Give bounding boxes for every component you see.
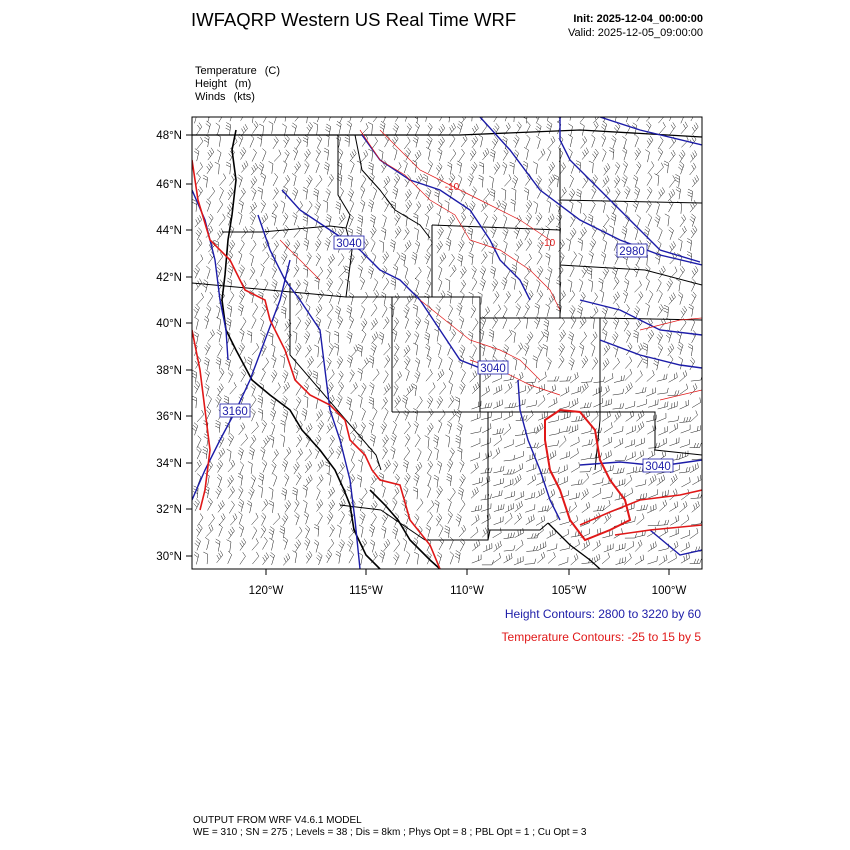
field-unit: (kts) xyxy=(233,91,255,103)
lat-tick: 44°N xyxy=(156,225,192,237)
height-label: 2980 xyxy=(619,246,645,258)
lon-tick-label: 110°W xyxy=(450,585,484,597)
temperature-contours-legend: Temperature Contours: -25 to 15 by 5 xyxy=(501,630,701,644)
field-name: Height xyxy=(195,78,227,90)
valid-time: Valid: 2025-12-05_09:00:00 xyxy=(568,27,703,39)
temp-label: -10 xyxy=(541,238,556,249)
lat-tick: 34°N xyxy=(156,458,192,470)
lat-tick-label: 46°N xyxy=(156,179,182,191)
lon-tick: 105°W xyxy=(552,569,587,597)
longitude-axis: 120°W 115°W 110°W 105°W 100°W xyxy=(249,569,687,597)
lat-tick: 32°N xyxy=(156,504,192,516)
lat-tick: 48°N xyxy=(156,130,192,142)
height-label: 3040 xyxy=(336,238,362,250)
height-label: 3160 xyxy=(222,406,248,418)
field-height: Height (m) xyxy=(195,78,251,90)
lat-tick-label: 44°N xyxy=(156,225,182,237)
lon-tick-label: 105°W xyxy=(552,585,587,597)
lat-tick: 42°N xyxy=(156,272,192,284)
wind-barb-field xyxy=(192,117,702,566)
lat-tick-label: 34°N xyxy=(156,458,182,470)
field-name: Temperature xyxy=(195,65,257,77)
height-label: 3040 xyxy=(480,363,506,375)
map-frame xyxy=(191,116,703,570)
init-time: Init: 2025-12-04_00:00:00 xyxy=(573,13,703,25)
lat-tick-label: 42°N xyxy=(156,272,182,284)
height-contours-legend: Height Contours: 2800 to 3220 by 60 xyxy=(504,607,701,621)
temperature-contours xyxy=(192,159,702,569)
temp-label: -10 xyxy=(445,182,460,193)
lat-tick-label: 48°N xyxy=(156,130,182,142)
lat-tick-label: 30°N xyxy=(156,551,182,563)
wind-barbs xyxy=(192,117,702,566)
lat-tick: 30°N xyxy=(156,551,192,563)
map-title: IWFAQRP Western US Real Time WRF xyxy=(191,9,517,30)
lat-tick-label: 40°N xyxy=(156,318,182,330)
field-winds: Winds (kts) xyxy=(195,91,255,103)
lon-tick: 115°W xyxy=(349,569,383,597)
latitude-axis: 30°N 32°N 34°N 36°N 38°N 40°N 42°N 44°N … xyxy=(156,130,192,563)
state-borders xyxy=(192,129,702,569)
field-temperature: Temperature (C) xyxy=(195,65,280,77)
temperature-contour-labels: -10 -10 xyxy=(445,182,556,249)
field-unit: (m) xyxy=(234,78,252,90)
field-unit: (C) xyxy=(264,65,281,77)
lat-tick: 38°N xyxy=(156,365,192,377)
field-name: Winds xyxy=(195,91,226,103)
lon-tick-label: 120°W xyxy=(249,585,284,597)
lat-tick-label: 32°N xyxy=(156,504,182,516)
lat-tick: 36°N xyxy=(156,411,192,423)
lat-tick-label: 38°N xyxy=(156,365,182,377)
model-info: OUTPUT FROM WRF V4.6.1 MODEL xyxy=(193,815,362,826)
lat-tick: 46°N xyxy=(156,179,192,191)
height-contour-labels: 3040 2980 3160 3040 3040 xyxy=(219,235,674,473)
lon-tick: 120°W xyxy=(249,569,284,597)
lat-tick: 40°N xyxy=(156,318,192,330)
temperature-contours-thin xyxy=(279,129,702,401)
lon-tick: 110°W xyxy=(450,569,484,597)
height-label: 3040 xyxy=(645,461,671,473)
lat-tick-label: 36°N xyxy=(156,411,182,423)
lon-tick-label: 100°W xyxy=(652,585,687,597)
lon-tick-label: 115°W xyxy=(349,585,383,597)
run-config: WE = 310 ; SN = 275 ; Levels = 38 ; Dis … xyxy=(193,827,587,838)
lon-tick: 100°W xyxy=(652,569,687,597)
